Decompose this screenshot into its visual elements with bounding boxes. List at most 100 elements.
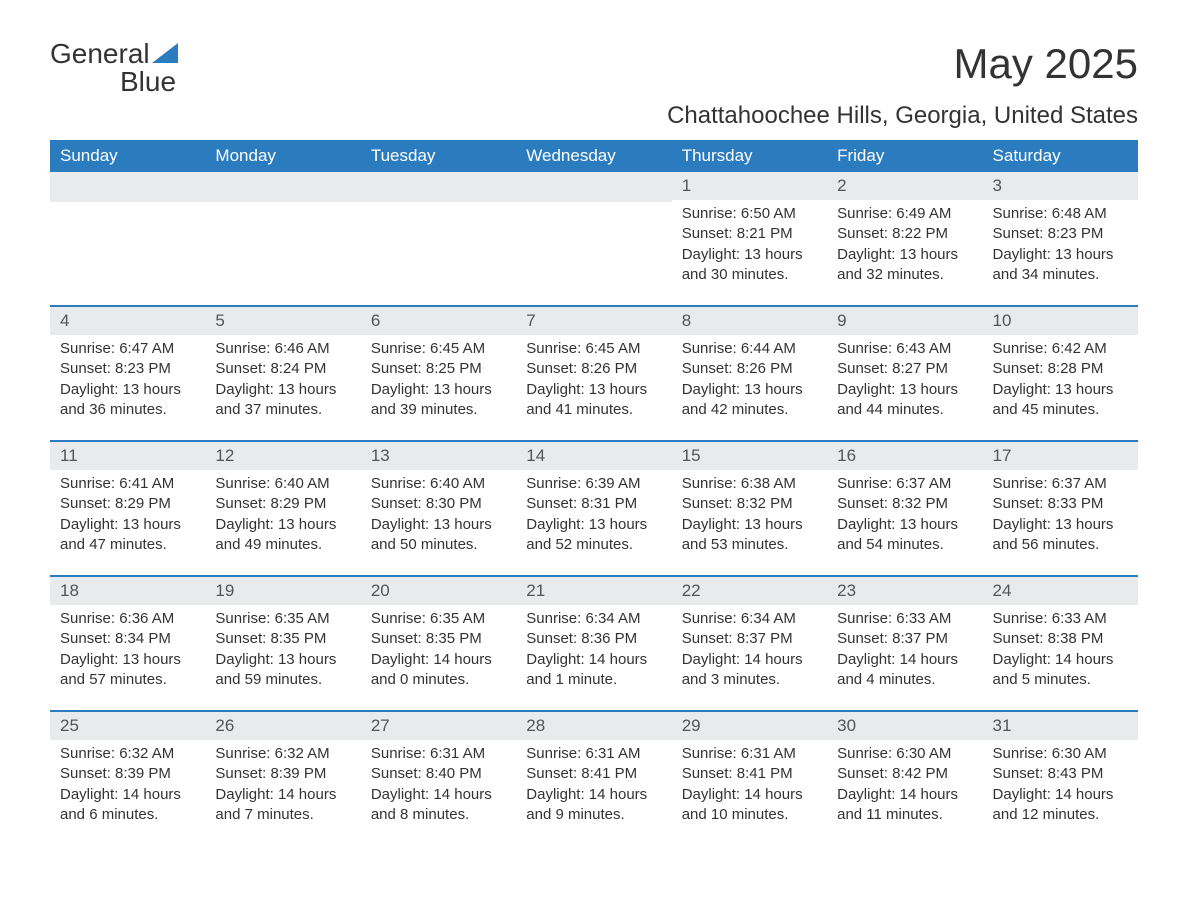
sunrise-line: Sunrise: 6:34 AM	[526, 609, 661, 629]
sunrise-line: Sunrise: 6:42 AM	[993, 339, 1128, 359]
day-body: Sunrise: 6:43 AMSunset: 8:27 PMDaylight:…	[827, 335, 982, 440]
day-number: 8	[672, 307, 827, 335]
sunset-line: Sunset: 8:34 PM	[60, 629, 195, 649]
sunrise-line: Sunrise: 6:41 AM	[60, 474, 195, 494]
day-body: Sunrise: 6:31 AMSunset: 8:41 PMDaylight:…	[672, 740, 827, 845]
sunset-line: Sunset: 8:37 PM	[682, 629, 817, 649]
sunrise-line: Sunrise: 6:37 AM	[993, 474, 1128, 494]
calendar-cell: 17Sunrise: 6:37 AMSunset: 8:33 PMDayligh…	[983, 441, 1138, 576]
sunset-line: Sunset: 8:41 PM	[526, 764, 661, 784]
daylight-line: Daylight: 14 hours and 0 minutes.	[371, 650, 506, 691]
sunset-line: Sunset: 8:35 PM	[215, 629, 350, 649]
sunrise-line: Sunrise: 6:32 AM	[215, 744, 350, 764]
sunset-line: Sunset: 8:23 PM	[993, 224, 1128, 244]
sunset-line: Sunset: 8:29 PM	[215, 494, 350, 514]
calendar-cell: 31Sunrise: 6:30 AMSunset: 8:43 PMDayligh…	[983, 711, 1138, 845]
calendar-cell: 23Sunrise: 6:33 AMSunset: 8:37 PMDayligh…	[827, 576, 982, 711]
day-number: 21	[516, 577, 671, 605]
day-body: Sunrise: 6:40 AMSunset: 8:29 PMDaylight:…	[205, 470, 360, 575]
daylight-line: Daylight: 13 hours and 57 minutes.	[60, 650, 195, 691]
day-number: 7	[516, 307, 671, 335]
daylight-line: Daylight: 13 hours and 39 minutes.	[371, 380, 506, 421]
day-body: Sunrise: 6:48 AMSunset: 8:23 PMDaylight:…	[983, 200, 1138, 305]
day-body: Sunrise: 6:34 AMSunset: 8:36 PMDaylight:…	[516, 605, 671, 710]
calendar-cell: 9Sunrise: 6:43 AMSunset: 8:27 PMDaylight…	[827, 306, 982, 441]
sunset-line: Sunset: 8:39 PM	[60, 764, 195, 784]
day-body: Sunrise: 6:31 AMSunset: 8:41 PMDaylight:…	[516, 740, 671, 845]
day-body: Sunrise: 6:45 AMSunset: 8:26 PMDaylight:…	[516, 335, 671, 440]
day-header: Sunday	[50, 140, 205, 172]
calendar-cell: 22Sunrise: 6:34 AMSunset: 8:37 PMDayligh…	[672, 576, 827, 711]
sunset-line: Sunset: 8:36 PM	[526, 629, 661, 649]
sunset-line: Sunset: 8:32 PM	[837, 494, 972, 514]
sunrise-line: Sunrise: 6:31 AM	[682, 744, 817, 764]
sunset-line: Sunset: 8:33 PM	[993, 494, 1128, 514]
calendar-cell: 15Sunrise: 6:38 AMSunset: 8:32 PMDayligh…	[672, 441, 827, 576]
day-body: Sunrise: 6:50 AMSunset: 8:21 PMDaylight:…	[672, 200, 827, 305]
day-body: Sunrise: 6:36 AMSunset: 8:34 PMDaylight:…	[50, 605, 205, 710]
sunrise-line: Sunrise: 6:35 AM	[215, 609, 350, 629]
day-number: 28	[516, 712, 671, 740]
day-number: 26	[205, 712, 360, 740]
logo-sail-icon	[152, 43, 178, 68]
sunrise-line: Sunrise: 6:30 AM	[993, 744, 1128, 764]
day-header: Thursday	[672, 140, 827, 172]
day-body: Sunrise: 6:38 AMSunset: 8:32 PMDaylight:…	[672, 470, 827, 575]
daylight-line: Daylight: 14 hours and 4 minutes.	[837, 650, 972, 691]
daylight-line: Daylight: 13 hours and 49 minutes.	[215, 515, 350, 556]
day-number: 11	[50, 442, 205, 470]
logo: General Blue	[50, 40, 178, 96]
calendar-week-row: 25Sunrise: 6:32 AMSunset: 8:39 PMDayligh…	[50, 711, 1138, 845]
sunset-line: Sunset: 8:21 PM	[682, 224, 817, 244]
sunrise-line: Sunrise: 6:49 AM	[837, 204, 972, 224]
sunset-line: Sunset: 8:23 PM	[60, 359, 195, 379]
sunrise-line: Sunrise: 6:47 AM	[60, 339, 195, 359]
sunrise-line: Sunrise: 6:32 AM	[60, 744, 195, 764]
sunset-line: Sunset: 8:37 PM	[837, 629, 972, 649]
calendar-cell: 2Sunrise: 6:49 AMSunset: 8:22 PMDaylight…	[827, 172, 982, 306]
sunset-line: Sunset: 8:43 PM	[993, 764, 1128, 784]
calendar-cell	[205, 172, 360, 306]
sunset-line: Sunset: 8:41 PM	[682, 764, 817, 784]
calendar-week-row: 4Sunrise: 6:47 AMSunset: 8:23 PMDaylight…	[50, 306, 1138, 441]
sunrise-line: Sunrise: 6:31 AM	[526, 744, 661, 764]
sunset-line: Sunset: 8:24 PM	[215, 359, 350, 379]
daylight-line: Daylight: 14 hours and 7 minutes.	[215, 785, 350, 826]
day-header: Saturday	[983, 140, 1138, 172]
calendar-cell: 25Sunrise: 6:32 AMSunset: 8:39 PMDayligh…	[50, 711, 205, 845]
day-body: Sunrise: 6:35 AMSunset: 8:35 PMDaylight:…	[205, 605, 360, 710]
daylight-line: Daylight: 13 hours and 36 minutes.	[60, 380, 195, 421]
daylight-line: Daylight: 14 hours and 12 minutes.	[993, 785, 1128, 826]
daylight-line: Daylight: 13 hours and 53 minutes.	[682, 515, 817, 556]
day-number: 1	[672, 172, 827, 200]
daylight-line: Daylight: 13 hours and 34 minutes.	[993, 245, 1128, 286]
day-body: Sunrise: 6:44 AMSunset: 8:26 PMDaylight:…	[672, 335, 827, 440]
day-number: 31	[983, 712, 1138, 740]
sunrise-line: Sunrise: 6:33 AM	[993, 609, 1128, 629]
daylight-line: Daylight: 14 hours and 3 minutes.	[682, 650, 817, 691]
day-body: Sunrise: 6:42 AMSunset: 8:28 PMDaylight:…	[983, 335, 1138, 440]
sunrise-line: Sunrise: 6:35 AM	[371, 609, 506, 629]
calendar-week-row: 1Sunrise: 6:50 AMSunset: 8:21 PMDaylight…	[50, 172, 1138, 306]
day-number: 3	[983, 172, 1138, 200]
calendar-cell: 10Sunrise: 6:42 AMSunset: 8:28 PMDayligh…	[983, 306, 1138, 441]
sunrise-line: Sunrise: 6:48 AM	[993, 204, 1128, 224]
day-body: Sunrise: 6:49 AMSunset: 8:22 PMDaylight:…	[827, 200, 982, 305]
day-body: Sunrise: 6:32 AMSunset: 8:39 PMDaylight:…	[50, 740, 205, 845]
day-number: 25	[50, 712, 205, 740]
sunrise-line: Sunrise: 6:34 AM	[682, 609, 817, 629]
day-header: Monday	[205, 140, 360, 172]
sunrise-line: Sunrise: 6:40 AM	[371, 474, 506, 494]
sunrise-line: Sunrise: 6:45 AM	[526, 339, 661, 359]
calendar-cell: 12Sunrise: 6:40 AMSunset: 8:29 PMDayligh…	[205, 441, 360, 576]
logo-word-2: Blue	[120, 66, 176, 97]
day-body: Sunrise: 6:30 AMSunset: 8:43 PMDaylight:…	[983, 740, 1138, 845]
day-number: 14	[516, 442, 671, 470]
calendar-cell	[361, 172, 516, 306]
daylight-line: Daylight: 13 hours and 37 minutes.	[215, 380, 350, 421]
calendar-cell: 26Sunrise: 6:32 AMSunset: 8:39 PMDayligh…	[205, 711, 360, 845]
calendar-cell: 19Sunrise: 6:35 AMSunset: 8:35 PMDayligh…	[205, 576, 360, 711]
daylight-line: Daylight: 13 hours and 45 minutes.	[993, 380, 1128, 421]
day-number: 27	[361, 712, 516, 740]
daylight-line: Daylight: 13 hours and 32 minutes.	[837, 245, 972, 286]
